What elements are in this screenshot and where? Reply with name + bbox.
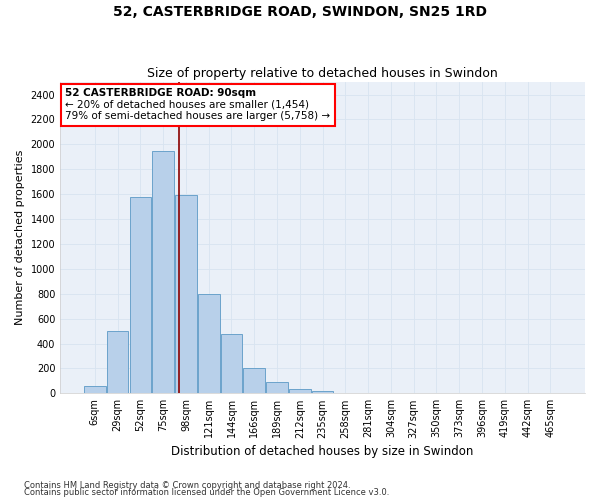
Bar [403,392,424,394]
Text: ← 20% of detached houses are smaller (1,454)
79% of semi-detached houses are lar: ← 20% of detached houses are smaller (1,… [65,88,331,122]
Bar [221,334,242,394]
Bar [130,196,151,394]
Bar [175,196,197,394]
Text: 52 CASTERBRIDGE ROAD: 90sqm: 52 CASTERBRIDGE ROAD: 90sqm [65,88,257,99]
Bar [244,368,265,394]
Bar [517,392,538,394]
Bar [84,386,106,394]
X-axis label: Distribution of detached houses by size in Swindon: Distribution of detached houses by size … [172,444,474,458]
Bar [448,392,470,394]
Bar [335,392,356,394]
Bar [358,392,379,394]
Bar [539,392,561,394]
Text: 52, CASTERBRIDGE ROAD, SWINDON, SN25 1RD: 52, CASTERBRIDGE ROAD, SWINDON, SN25 1RD [113,5,487,19]
Bar [266,382,288,394]
Bar [425,392,447,394]
Bar [380,392,402,394]
Bar [494,392,515,394]
Bar [289,389,311,394]
Text: Contains public sector information licensed under the Open Government Licence v3: Contains public sector information licen… [24,488,389,497]
Title: Size of property relative to detached houses in Swindon: Size of property relative to detached ho… [147,66,498,80]
Bar [312,391,334,394]
Bar [107,331,128,394]
Bar [471,392,493,394]
Bar [152,150,174,394]
Bar [198,294,220,394]
Text: Contains HM Land Registry data © Crown copyright and database right 2024.: Contains HM Land Registry data © Crown c… [24,480,350,490]
Y-axis label: Number of detached properties: Number of detached properties [15,150,25,326]
